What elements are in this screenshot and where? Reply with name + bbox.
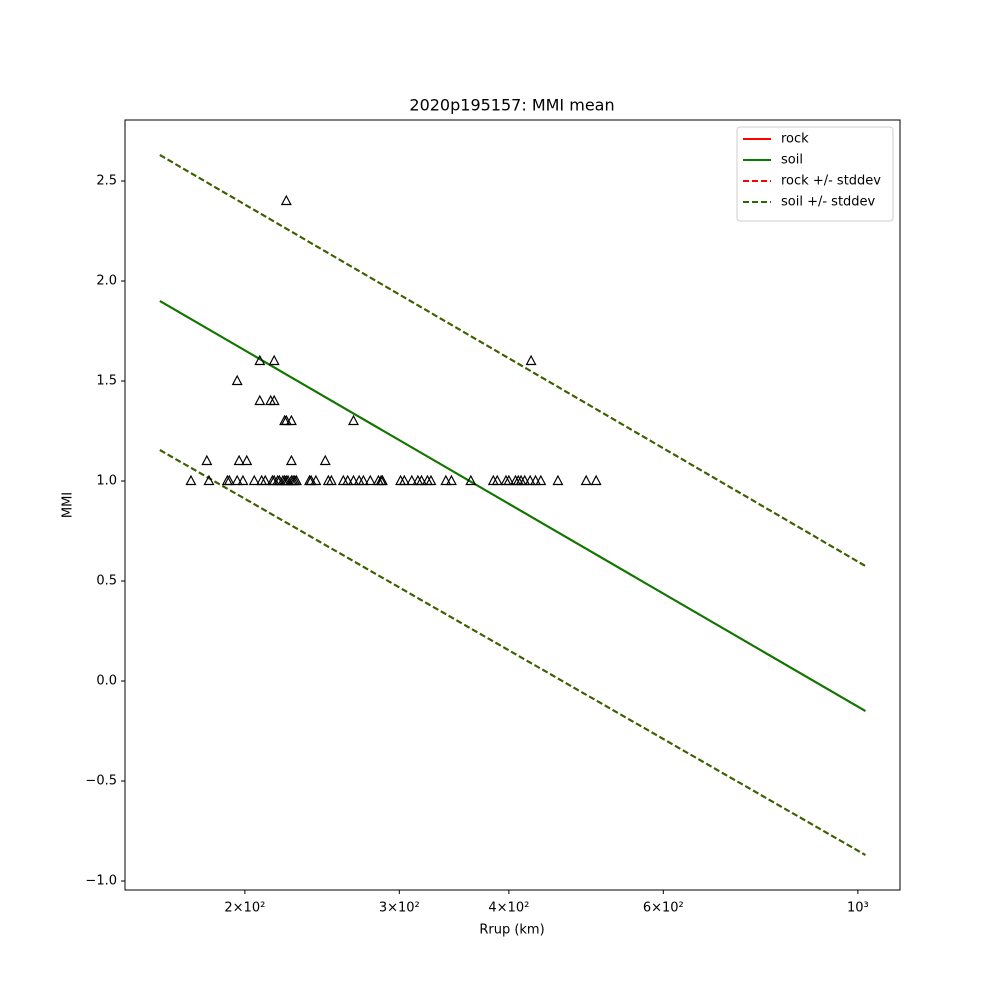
data-point xyxy=(465,474,477,486)
data-point xyxy=(285,414,297,426)
data-point xyxy=(290,474,302,486)
data-point xyxy=(231,374,243,386)
y-tick-label: 2.0 xyxy=(96,274,117,289)
data-point xyxy=(347,474,359,486)
y-tick-label: −0.5 xyxy=(85,774,117,789)
data-point xyxy=(241,454,253,466)
y-tick-label: −1.0 xyxy=(85,874,117,889)
data-point xyxy=(525,354,537,366)
plot-frame xyxy=(124,119,901,891)
series-line-lower xyxy=(159,449,866,856)
data-point xyxy=(310,474,322,486)
data-point xyxy=(231,474,243,486)
data-point xyxy=(398,474,410,486)
y-tick-label: 1.0 xyxy=(96,474,117,489)
legend-label: soil +/- stddev xyxy=(781,195,876,210)
data-point xyxy=(268,394,280,406)
x-tick-label: 3×10² xyxy=(379,901,420,916)
data-point xyxy=(233,454,245,466)
x-tick-label: 6×10² xyxy=(643,901,684,916)
data-point xyxy=(519,474,531,486)
data-point xyxy=(201,454,213,466)
legend-label: rock xyxy=(781,132,809,147)
data-point xyxy=(364,474,376,486)
data-point xyxy=(535,474,547,486)
data-point xyxy=(347,414,359,426)
data-point xyxy=(580,474,592,486)
data-point xyxy=(319,454,331,466)
data-point xyxy=(268,354,280,366)
data-point xyxy=(415,474,427,486)
data-point xyxy=(254,394,266,406)
x-tick-label: 2×10² xyxy=(224,901,265,916)
data-point xyxy=(357,474,369,486)
data-point xyxy=(376,474,388,486)
legend-label: soil xyxy=(781,153,803,168)
x-axis-label: Rrup (km) xyxy=(479,923,544,938)
y-tick-label: 1.5 xyxy=(96,374,117,389)
y-tick-label: 0.5 xyxy=(96,574,117,589)
data-point xyxy=(254,354,266,366)
data-point xyxy=(342,474,354,486)
y-tick-label: 0.0 xyxy=(96,674,117,689)
x-tick-label: 10³ xyxy=(847,901,869,916)
legend-box xyxy=(736,126,894,222)
data-point xyxy=(203,474,215,486)
series-line xyxy=(159,300,866,712)
series-line xyxy=(159,154,866,567)
data-point xyxy=(280,194,292,206)
data-point xyxy=(285,454,297,466)
y-axis-label: MMI xyxy=(61,492,76,518)
x-tick-label: 4×10² xyxy=(488,901,529,916)
data-point xyxy=(248,474,260,486)
data-point xyxy=(325,474,337,486)
data-point xyxy=(406,474,418,486)
data-point xyxy=(440,474,452,486)
data-point xyxy=(503,474,515,486)
legend-label: rock +/- stddev xyxy=(781,174,881,189)
data-point xyxy=(259,474,271,486)
chart-title: 2020p195157: MMI mean xyxy=(409,96,614,115)
data-point xyxy=(552,474,564,486)
y-tick-label: 2.5 xyxy=(96,174,117,189)
data-point xyxy=(524,474,536,486)
data-point xyxy=(445,474,457,486)
data-point xyxy=(185,474,197,486)
data-point xyxy=(237,474,249,486)
data-point xyxy=(425,474,437,486)
data-point xyxy=(223,474,235,486)
data-point xyxy=(491,474,503,486)
data-point xyxy=(590,474,602,486)
data-point xyxy=(530,474,542,486)
